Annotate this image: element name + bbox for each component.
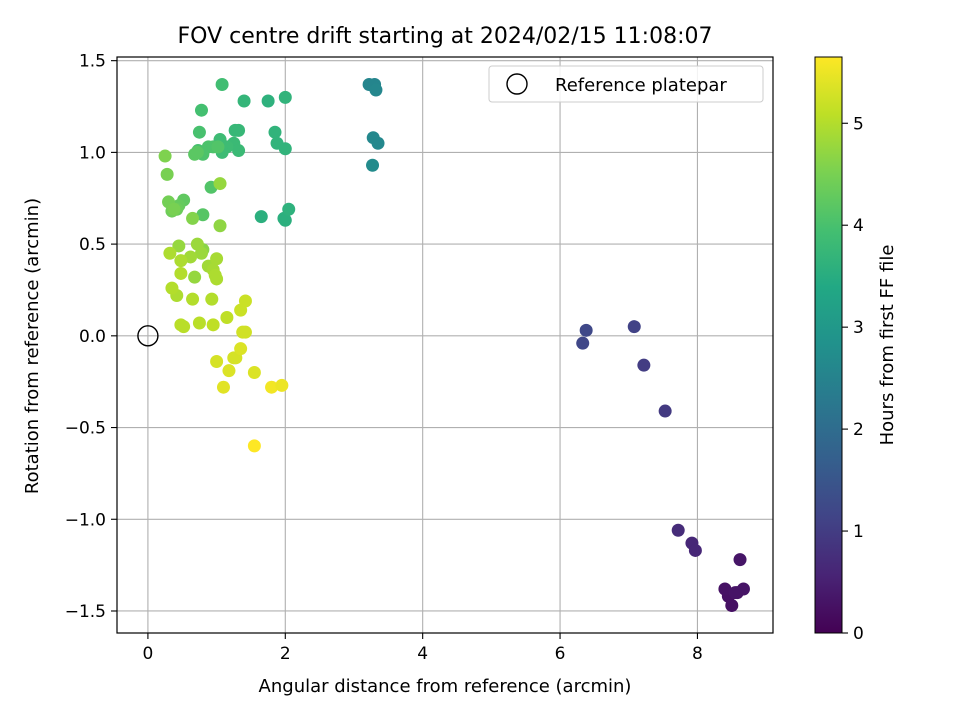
data-point	[275, 378, 289, 392]
x-tick-label: 2	[280, 644, 291, 664]
data-point	[718, 582, 732, 596]
data-point	[733, 553, 747, 567]
data-point	[234, 342, 248, 356]
data-point	[247, 439, 261, 453]
data-point	[220, 310, 234, 324]
data-point	[268, 125, 282, 139]
data-point	[174, 266, 188, 280]
data-point	[160, 167, 174, 181]
data-point	[190, 237, 204, 251]
data-point	[725, 598, 739, 612]
data-point	[227, 351, 241, 365]
y-tick-label: −1.5	[65, 602, 106, 622]
y-tick-label: 1.0	[79, 143, 106, 163]
data-point	[192, 125, 206, 139]
colorbar-tick-label: 0	[853, 624, 864, 644]
data-point	[206, 318, 220, 332]
plot-frame	[116, 56, 774, 634]
data-point	[228, 123, 242, 137]
data-point	[190, 145, 204, 159]
data-point	[172, 239, 186, 253]
y-axis-label: Rotation from reference (arcmin)	[22, 198, 43, 494]
data-point	[371, 136, 385, 150]
data-point	[247, 366, 261, 380]
data-point	[211, 140, 225, 154]
data-point	[186, 211, 200, 225]
data-point	[282, 202, 296, 216]
data-points	[137, 78, 750, 612]
data-point	[658, 404, 672, 418]
colorbar-label: Hours from first FF file	[877, 245, 898, 446]
colorbar-tick-label: 2	[853, 420, 864, 440]
colorbar-gradient	[814, 56, 843, 634]
colorbar-tick-label: 5	[853, 114, 864, 134]
data-point	[196, 208, 210, 222]
data-point	[369, 83, 383, 97]
axes: 0 2 4 6 8 −1.5 −1.0 −0.5 0.0 0.5 1.0 1.5	[65, 52, 774, 664]
data-point	[278, 142, 292, 156]
data-point	[210, 272, 224, 286]
data-point	[215, 78, 229, 92]
data-point	[278, 90, 292, 104]
data-point	[210, 252, 224, 266]
y-tick-label: 1.5	[79, 52, 106, 72]
reference-platepar-marker	[137, 325, 159, 347]
colorbar-tick-label: 1	[853, 522, 864, 542]
data-point	[265, 380, 279, 394]
data-point	[174, 254, 188, 268]
data-point	[167, 202, 181, 216]
data-point	[261, 94, 275, 108]
data-point	[728, 586, 742, 600]
data-point	[232, 144, 246, 158]
data-point	[254, 210, 268, 224]
data-point	[237, 94, 251, 108]
y-tick-label: 0.0	[79, 327, 106, 347]
chart-title: FOV centre drift starting at 2024/02/15 …	[178, 24, 713, 49]
y-tick-label: −1.0	[65, 510, 106, 530]
data-point	[234, 303, 248, 317]
x-axis-label: Angular distance from reference (arcmin)	[259, 676, 632, 697]
data-point	[576, 336, 590, 350]
legend: Reference platepar	[488, 65, 764, 103]
data-point	[688, 543, 702, 557]
y-tick-label: 0.5	[79, 235, 106, 255]
data-point	[216, 380, 230, 394]
data-point	[194, 103, 208, 117]
legend-marker-open-circle	[506, 73, 528, 95]
data-point	[213, 219, 227, 233]
grid	[117, 57, 773, 633]
x-tick-label: 0	[142, 644, 153, 664]
data-point	[192, 316, 206, 330]
data-point	[186, 292, 200, 306]
data-point	[158, 149, 172, 163]
data-point	[188, 270, 202, 284]
colorbar-tick-label: 3	[853, 318, 864, 338]
data-point	[213, 177, 227, 191]
data-point	[627, 320, 641, 334]
data-point	[165, 281, 179, 295]
data-point	[671, 523, 685, 537]
x-tick-label: 6	[555, 644, 566, 664]
data-point	[637, 358, 651, 372]
data-point	[579, 323, 593, 337]
data-point	[222, 364, 236, 378]
data-point	[238, 325, 252, 339]
x-tick-label: 4	[417, 644, 428, 664]
data-point	[205, 292, 219, 306]
data-point	[163, 246, 177, 260]
data-point	[210, 355, 224, 369]
y-tick-label: −0.5	[65, 419, 106, 439]
x-tick-label: 8	[692, 644, 703, 664]
colorbar: 0 1 2 3 4 5	[814, 56, 864, 644]
colorbar-tick-label: 4	[853, 216, 864, 236]
legend-label: Reference platepar	[555, 75, 727, 96]
data-point	[366, 158, 380, 172]
data-point	[177, 320, 191, 334]
legend-box	[488, 65, 764, 103]
